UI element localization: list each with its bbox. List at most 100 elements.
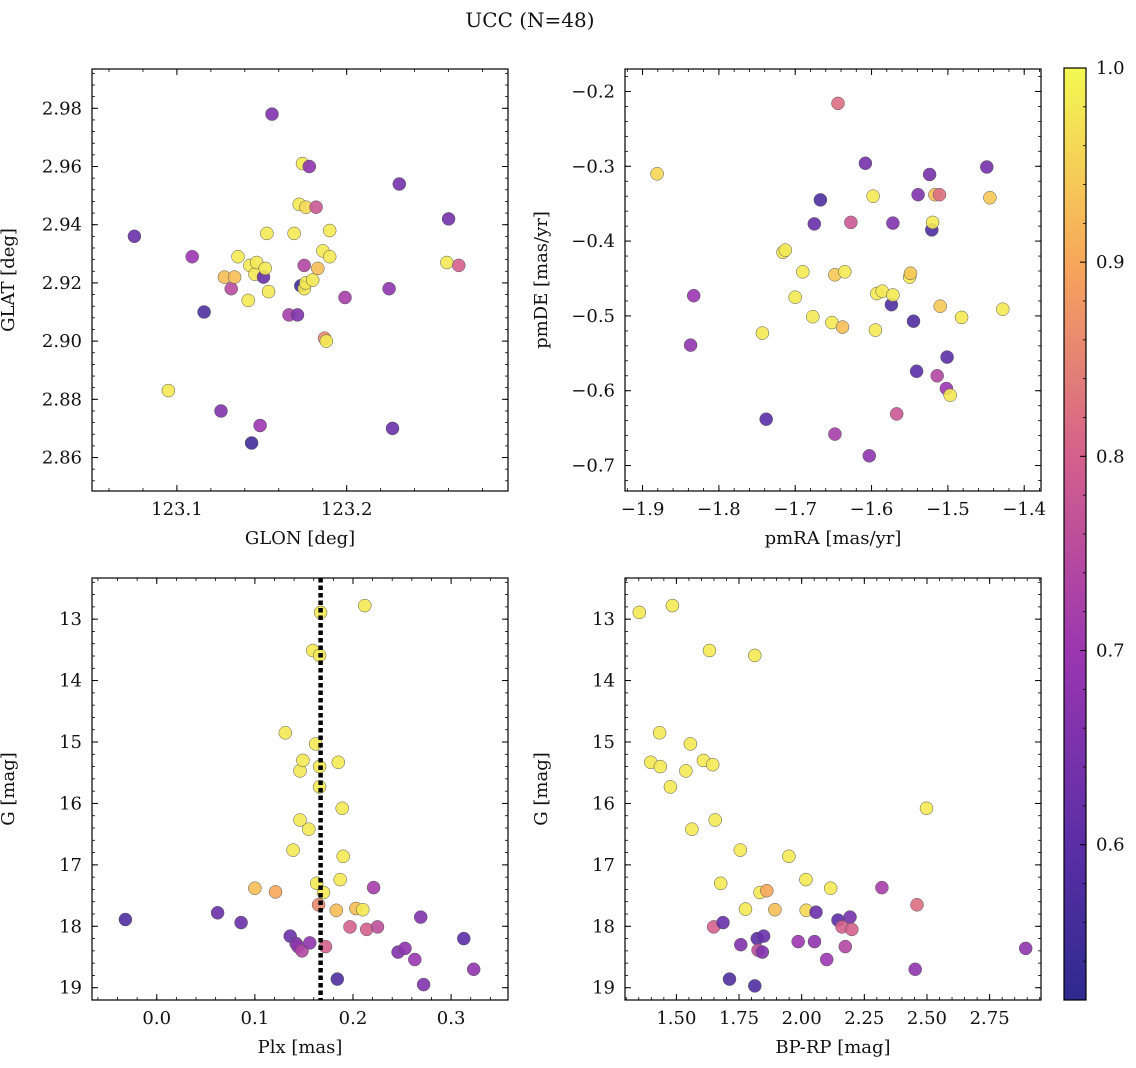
data-point xyxy=(799,872,813,887)
y-tick-label: 15 xyxy=(592,732,615,753)
data-point xyxy=(253,418,267,433)
data-point xyxy=(210,906,225,920)
figure-title: UCC (N=48) xyxy=(465,8,594,32)
data-point xyxy=(413,910,428,924)
data-point xyxy=(838,265,852,279)
data-point xyxy=(652,726,667,740)
colorbar-tick-label: 1.0 xyxy=(1096,58,1125,79)
data-point xyxy=(875,880,889,895)
data-point xyxy=(788,290,802,304)
data-point xyxy=(756,929,771,943)
x-tick-label: 123.2 xyxy=(321,499,373,520)
data-point xyxy=(398,941,412,956)
data-point xyxy=(309,200,323,214)
data-point xyxy=(231,249,245,264)
data-point xyxy=(809,905,823,919)
data-point xyxy=(441,212,456,226)
y-tick-label: −0.7 xyxy=(571,456,615,477)
x-tick-label: 2.00 xyxy=(782,1008,822,1029)
data-point xyxy=(835,320,850,334)
data-point xyxy=(759,412,773,426)
data-point xyxy=(807,934,822,949)
data-point xyxy=(358,598,372,613)
x-axis-label: GLON [deg] xyxy=(245,528,355,549)
colorbar-tick-label: 0.7 xyxy=(1096,641,1125,662)
y-tick-label: −0.5 xyxy=(571,306,615,327)
data-point xyxy=(843,910,857,924)
data-point xyxy=(382,281,396,296)
x-tick-label: 123.1 xyxy=(151,499,203,520)
panel-2: −1.9 −1.8 −1.7 −1.6 −1.5 −1.4 −0.7 −0.6 −0.5 −0.4… xyxy=(531,68,1046,549)
data-point xyxy=(862,449,877,463)
y-tick-label: −0.6 xyxy=(571,381,615,402)
data-point xyxy=(866,189,880,203)
data-point xyxy=(791,934,805,949)
data-point xyxy=(823,881,838,895)
data-point xyxy=(980,160,994,174)
ticks: 0.0 0.1 0.2 0.3 13 14 15 16 17 18 19 xyxy=(59,578,508,1029)
x-tick-label: −1.7 xyxy=(773,499,817,520)
data-point xyxy=(768,902,782,917)
data-point xyxy=(778,243,793,257)
data-point xyxy=(650,167,664,181)
data-point xyxy=(335,801,349,816)
data-point xyxy=(356,902,370,917)
data-point xyxy=(127,229,142,244)
x-tick-label: 0.2 xyxy=(339,1008,368,1029)
axes-frame xyxy=(624,577,1042,1001)
data-point xyxy=(466,962,481,977)
data-point xyxy=(653,759,668,774)
data-point xyxy=(760,883,774,898)
data-point xyxy=(807,217,822,231)
data-point xyxy=(322,249,337,264)
data-point xyxy=(679,764,693,778)
data-point xyxy=(922,167,937,182)
y-tick-label: 14 xyxy=(59,671,82,692)
data-point xyxy=(943,388,957,402)
data-point xyxy=(806,309,820,324)
data-point xyxy=(319,334,334,348)
data-point xyxy=(722,972,737,986)
data-point xyxy=(224,281,238,296)
data-point xyxy=(343,920,357,934)
x-tick-label: −1.5 xyxy=(926,499,970,520)
data-point xyxy=(440,255,454,270)
data-point xyxy=(305,273,320,287)
data-point xyxy=(1018,941,1033,956)
data-point xyxy=(366,880,381,895)
data-point xyxy=(392,177,407,191)
data-point xyxy=(755,326,770,340)
colorbar-tick-label: 0.9 xyxy=(1096,252,1125,273)
data-point xyxy=(268,885,283,899)
data-point xyxy=(738,902,753,916)
data-point xyxy=(260,226,274,241)
data-point xyxy=(330,972,345,986)
x-tick-label: −1.6 xyxy=(850,499,894,520)
data-point xyxy=(293,813,307,827)
colorbar-tick-label: 0.8 xyxy=(1096,446,1125,467)
data-point xyxy=(416,977,431,992)
data-point xyxy=(838,939,853,954)
scatter-points xyxy=(118,598,481,992)
axes-frame xyxy=(91,577,509,1001)
data-point xyxy=(385,421,400,436)
data-point xyxy=(227,270,242,284)
data-point xyxy=(234,915,248,930)
data-point xyxy=(933,299,947,313)
x-axis-label: pmRA [mas/yr] xyxy=(765,528,902,549)
data-point xyxy=(329,903,344,918)
data-point xyxy=(241,293,255,308)
y-tick-label: 16 xyxy=(59,793,82,814)
data-point xyxy=(819,952,834,967)
colorbar: 0.6 0.7 0.8 0.9 1.0 xyxy=(1063,58,1125,1001)
data-point xyxy=(632,605,647,620)
data-point xyxy=(906,314,921,328)
y-axis-label: G [mag] xyxy=(0,752,19,825)
data-point xyxy=(713,876,728,891)
data-point xyxy=(910,898,924,912)
scatter-points xyxy=(650,96,1010,463)
data-point xyxy=(452,258,466,273)
data-point xyxy=(930,369,944,383)
data-point xyxy=(261,284,276,299)
